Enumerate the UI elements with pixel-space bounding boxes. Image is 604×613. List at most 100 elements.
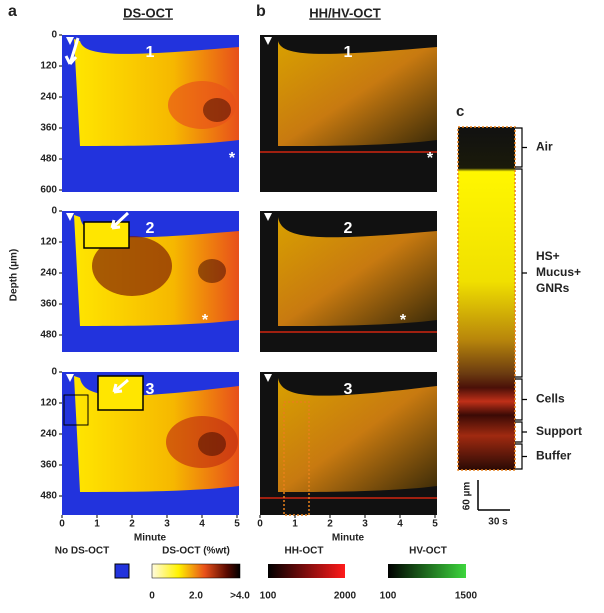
panel-label: c: [456, 103, 464, 120]
colorbar-tick: >4.0: [230, 591, 250, 602]
bracket: [515, 421, 527, 443]
row-number: 2: [146, 220, 155, 237]
x-tick-label: 5: [234, 519, 240, 530]
x-tick-label: 3: [164, 519, 170, 530]
ds-swirl: [203, 98, 231, 122]
row-number: 2: [344, 220, 353, 237]
region-label: GNRs: [536, 281, 570, 295]
images: [62, 35, 437, 515]
y-tick-label: 360: [40, 299, 57, 310]
hh-region: [278, 378, 437, 492]
row-number: 3: [146, 381, 155, 398]
hh-region: [278, 217, 437, 326]
arrowhead: [66, 374, 74, 382]
y-tick-label: 600: [40, 185, 57, 196]
asterisk: *: [229, 150, 236, 167]
y-tick-label: 360: [40, 460, 57, 471]
arrow: [64, 37, 80, 65]
asterisk: *: [427, 150, 434, 167]
swatch: [114, 563, 130, 579]
row-number: 1: [344, 44, 353, 61]
y-tick-label: 0: [51, 367, 57, 378]
y-tick-label: 360: [40, 123, 57, 134]
bracket: [515, 378, 527, 421]
panel-label: b: [256, 3, 266, 20]
y-tick-label: 480: [40, 154, 57, 165]
roi: [283, 401, 310, 516]
scale-depth: 60 µm: [462, 482, 473, 511]
bracket: [515, 168, 527, 378]
arrowhead: [264, 213, 272, 221]
ds-swirl: [198, 432, 226, 456]
region-label: Air: [536, 140, 553, 154]
arrowhead: [264, 37, 272, 45]
x-tick-label: 4: [199, 519, 205, 530]
colorbar-tick: 100: [380, 591, 397, 602]
ds-swirl: [92, 236, 172, 296]
legend-label: DS-OCT (%wt): [162, 546, 230, 557]
colorbar: [151, 563, 241, 579]
y-tick-label: 120: [40, 398, 57, 409]
y-tick-label: 480: [40, 330, 57, 341]
colorbar: [388, 564, 466, 578]
scale-time: 30 s: [488, 517, 508, 528]
region-label: Buffer: [536, 449, 572, 463]
y-tick-label: 0: [51, 30, 57, 41]
asterisk: *: [202, 312, 209, 329]
row-number: 1: [146, 44, 155, 61]
y-tick-label: 480: [40, 491, 57, 502]
legend-label: HH-OCT: [285, 546, 324, 557]
asterisk: *: [400, 312, 407, 329]
inset: [83, 221, 130, 249]
colorbar-tick: 2.0: [189, 591, 203, 602]
colorbar-tick: 1500: [455, 591, 478, 602]
inset: [63, 394, 89, 426]
x-tick-label: 2: [129, 519, 135, 530]
y-axis-label: Depth (µm): [9, 249, 20, 301]
inset: [97, 375, 144, 411]
colorbar-tick: 100: [260, 591, 277, 602]
x-tick-label: 4: [397, 519, 403, 530]
arrow: [110, 211, 130, 230]
legend-swatches: [114, 480, 510, 579]
y-tick-label: 240: [40, 429, 57, 440]
c-image: [457, 126, 516, 471]
y-tick-label: 0: [51, 206, 57, 217]
legend-label: No DS-OCT: [55, 546, 109, 557]
panel-title: HH/HV-OCT: [309, 5, 381, 20]
arrow: [112, 378, 129, 394]
x-tick-label: 1: [94, 519, 100, 530]
x-tick-label: 2: [327, 519, 333, 530]
ds-swirl: [198, 259, 226, 283]
arrowhead: [66, 213, 74, 221]
colorbar-tick: 2000: [334, 591, 357, 602]
x-tick-label: 5: [432, 519, 438, 530]
y-tick-label: 120: [40, 237, 57, 248]
arrowhead: [66, 37, 74, 45]
colorbar: [268, 564, 345, 578]
bracket: [515, 443, 527, 470]
bracket: [515, 127, 527, 168]
labels: a DS-OCT b HH/HV-OCT c Depth (µm) Minute…: [8, 3, 508, 601]
x-axis-label: Minute: [332, 533, 365, 544]
region-label: Support: [536, 424, 582, 438]
panel-label: a: [8, 3, 17, 20]
hh-region: [278, 41, 437, 146]
x-tick-label: 0: [59, 519, 65, 530]
y-tick-label: 120: [40, 61, 57, 72]
y-tick-label: 240: [40, 92, 57, 103]
region-label: HS+: [536, 249, 560, 263]
x-tick-label: 1: [292, 519, 298, 530]
row-number: 3: [344, 381, 353, 398]
x-tick-label: 0: [257, 519, 263, 530]
region-label: Mucus+: [536, 265, 581, 279]
arrowhead: [264, 374, 272, 382]
legend-label: HV-OCT: [409, 546, 447, 557]
colorbar-tick: 0: [149, 591, 155, 602]
region-label: Cells: [536, 392, 565, 406]
x-axis-label: Minute: [134, 533, 167, 544]
x-tick-label: 3: [362, 519, 368, 530]
panel-title: DS-OCT: [123, 5, 173, 20]
y-tick-label: 240: [40, 268, 57, 279]
